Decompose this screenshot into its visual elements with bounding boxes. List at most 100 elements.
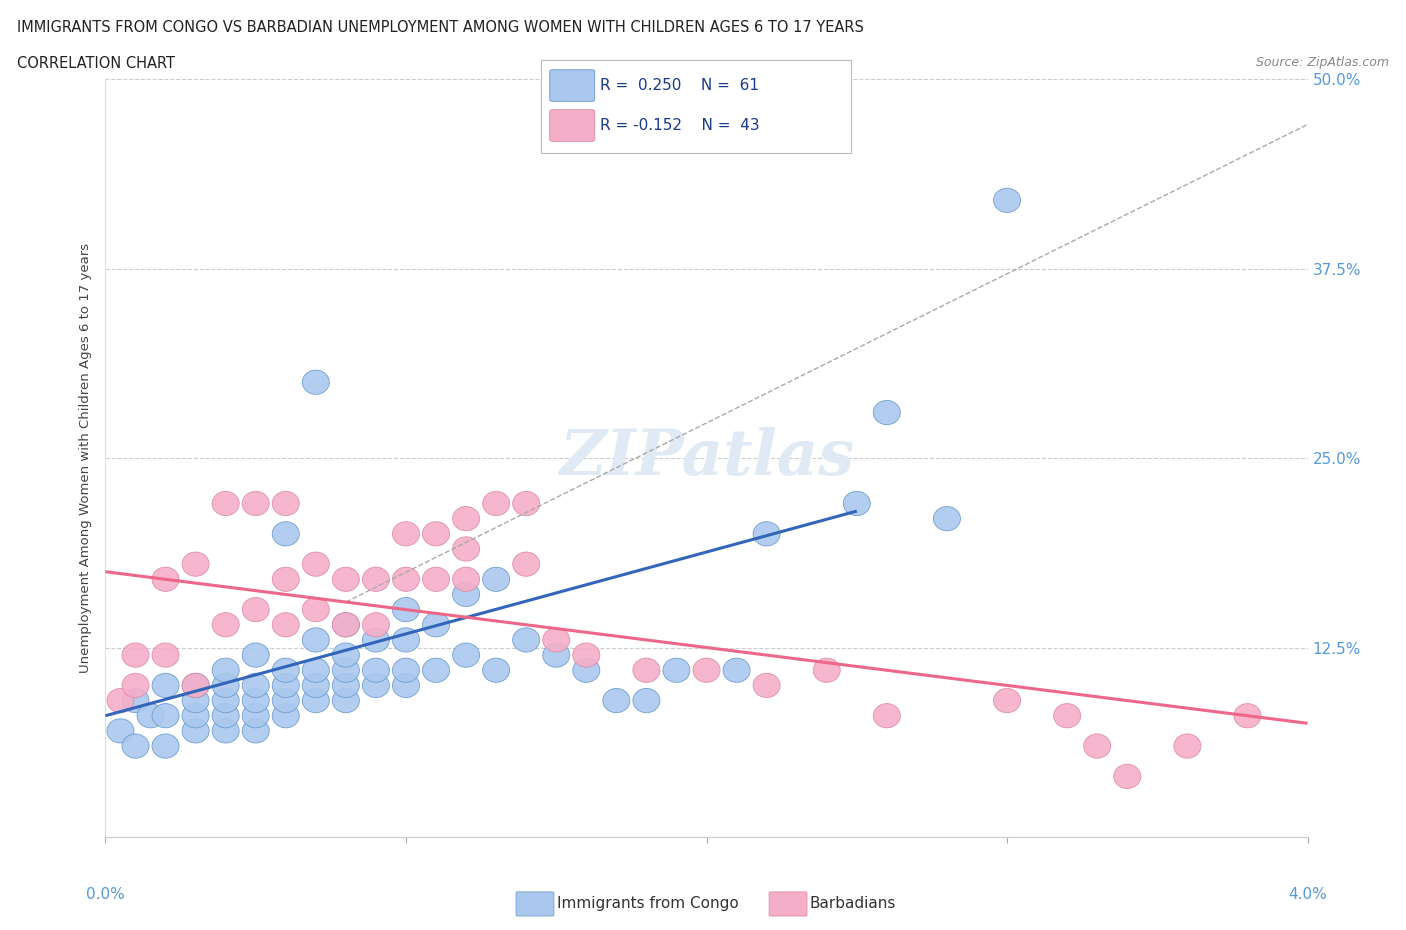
Ellipse shape [723,658,749,683]
Ellipse shape [423,658,450,683]
Text: IMMIGRANTS FROM CONGO VS BARBADIAN UNEMPLOYMENT AMONG WOMEN WITH CHILDREN AGES 6: IMMIGRANTS FROM CONGO VS BARBADIAN UNEMP… [17,20,863,35]
Ellipse shape [152,704,179,728]
Ellipse shape [363,628,389,652]
Ellipse shape [482,567,509,591]
Ellipse shape [273,673,299,698]
Ellipse shape [242,673,269,698]
Ellipse shape [934,507,960,531]
Ellipse shape [302,370,329,394]
Ellipse shape [273,613,299,637]
Ellipse shape [813,658,841,683]
Ellipse shape [423,567,450,591]
Ellipse shape [122,688,149,712]
Ellipse shape [332,613,360,637]
Ellipse shape [152,673,179,698]
Y-axis label: Unemployment Among Women with Children Ages 6 to 17 years: Unemployment Among Women with Children A… [79,243,93,673]
Text: 4.0%: 4.0% [1288,887,1327,902]
Ellipse shape [122,734,149,758]
Ellipse shape [453,567,479,591]
Text: ZIPatlas: ZIPatlas [560,427,853,489]
Ellipse shape [302,688,329,712]
Ellipse shape [423,613,450,637]
Ellipse shape [302,673,329,698]
Ellipse shape [122,673,149,698]
Ellipse shape [152,643,179,667]
Ellipse shape [332,613,360,637]
Ellipse shape [273,658,299,683]
Ellipse shape [273,567,299,591]
Ellipse shape [572,658,600,683]
Ellipse shape [693,658,720,683]
Ellipse shape [363,567,389,591]
Ellipse shape [212,658,239,683]
Ellipse shape [242,597,269,622]
Ellipse shape [392,567,419,591]
Ellipse shape [332,567,360,591]
Ellipse shape [453,507,479,531]
Ellipse shape [212,719,239,743]
Text: R = -0.152    N =  43: R = -0.152 N = 43 [600,118,761,133]
Ellipse shape [107,688,134,712]
Text: R =  0.250    N =  61: R = 0.250 N = 61 [600,78,759,93]
Ellipse shape [664,658,690,683]
Ellipse shape [392,628,419,652]
Ellipse shape [242,688,269,712]
Ellipse shape [392,658,419,683]
Ellipse shape [603,688,630,712]
Ellipse shape [183,673,209,698]
Ellipse shape [242,704,269,728]
Ellipse shape [513,628,540,652]
Ellipse shape [302,552,329,577]
Ellipse shape [572,643,600,667]
Ellipse shape [423,522,450,546]
Ellipse shape [152,567,179,591]
Ellipse shape [994,188,1021,212]
Ellipse shape [242,719,269,743]
Text: Source: ZipAtlas.com: Source: ZipAtlas.com [1256,56,1389,69]
Ellipse shape [273,704,299,728]
Text: CORRELATION CHART: CORRELATION CHART [17,56,174,71]
Ellipse shape [633,658,659,683]
Ellipse shape [136,704,165,728]
Ellipse shape [482,658,509,683]
Ellipse shape [844,491,870,515]
Ellipse shape [152,734,179,758]
Ellipse shape [754,522,780,546]
Ellipse shape [183,673,209,698]
Ellipse shape [212,673,239,698]
Ellipse shape [513,552,540,577]
Ellipse shape [212,613,239,637]
Ellipse shape [453,582,479,606]
Ellipse shape [273,688,299,712]
Ellipse shape [873,704,900,728]
Ellipse shape [543,643,569,667]
Ellipse shape [363,613,389,637]
Ellipse shape [543,628,569,652]
Ellipse shape [183,704,209,728]
Ellipse shape [482,491,509,515]
Ellipse shape [1084,734,1111,758]
Ellipse shape [332,643,360,667]
Ellipse shape [633,688,659,712]
Ellipse shape [392,597,419,622]
Ellipse shape [332,673,360,698]
Ellipse shape [302,597,329,622]
Ellipse shape [332,658,360,683]
Ellipse shape [183,688,209,712]
Ellipse shape [1114,764,1140,789]
Ellipse shape [453,643,479,667]
Ellipse shape [513,491,540,515]
Ellipse shape [754,673,780,698]
Ellipse shape [363,658,389,683]
Ellipse shape [183,719,209,743]
Ellipse shape [273,491,299,515]
Ellipse shape [302,658,329,683]
Ellipse shape [212,688,239,712]
Ellipse shape [122,643,149,667]
Ellipse shape [1234,704,1261,728]
Text: Barbadians: Barbadians [810,897,896,911]
Ellipse shape [1053,704,1081,728]
Ellipse shape [212,704,239,728]
Ellipse shape [873,401,900,425]
Ellipse shape [212,491,239,515]
